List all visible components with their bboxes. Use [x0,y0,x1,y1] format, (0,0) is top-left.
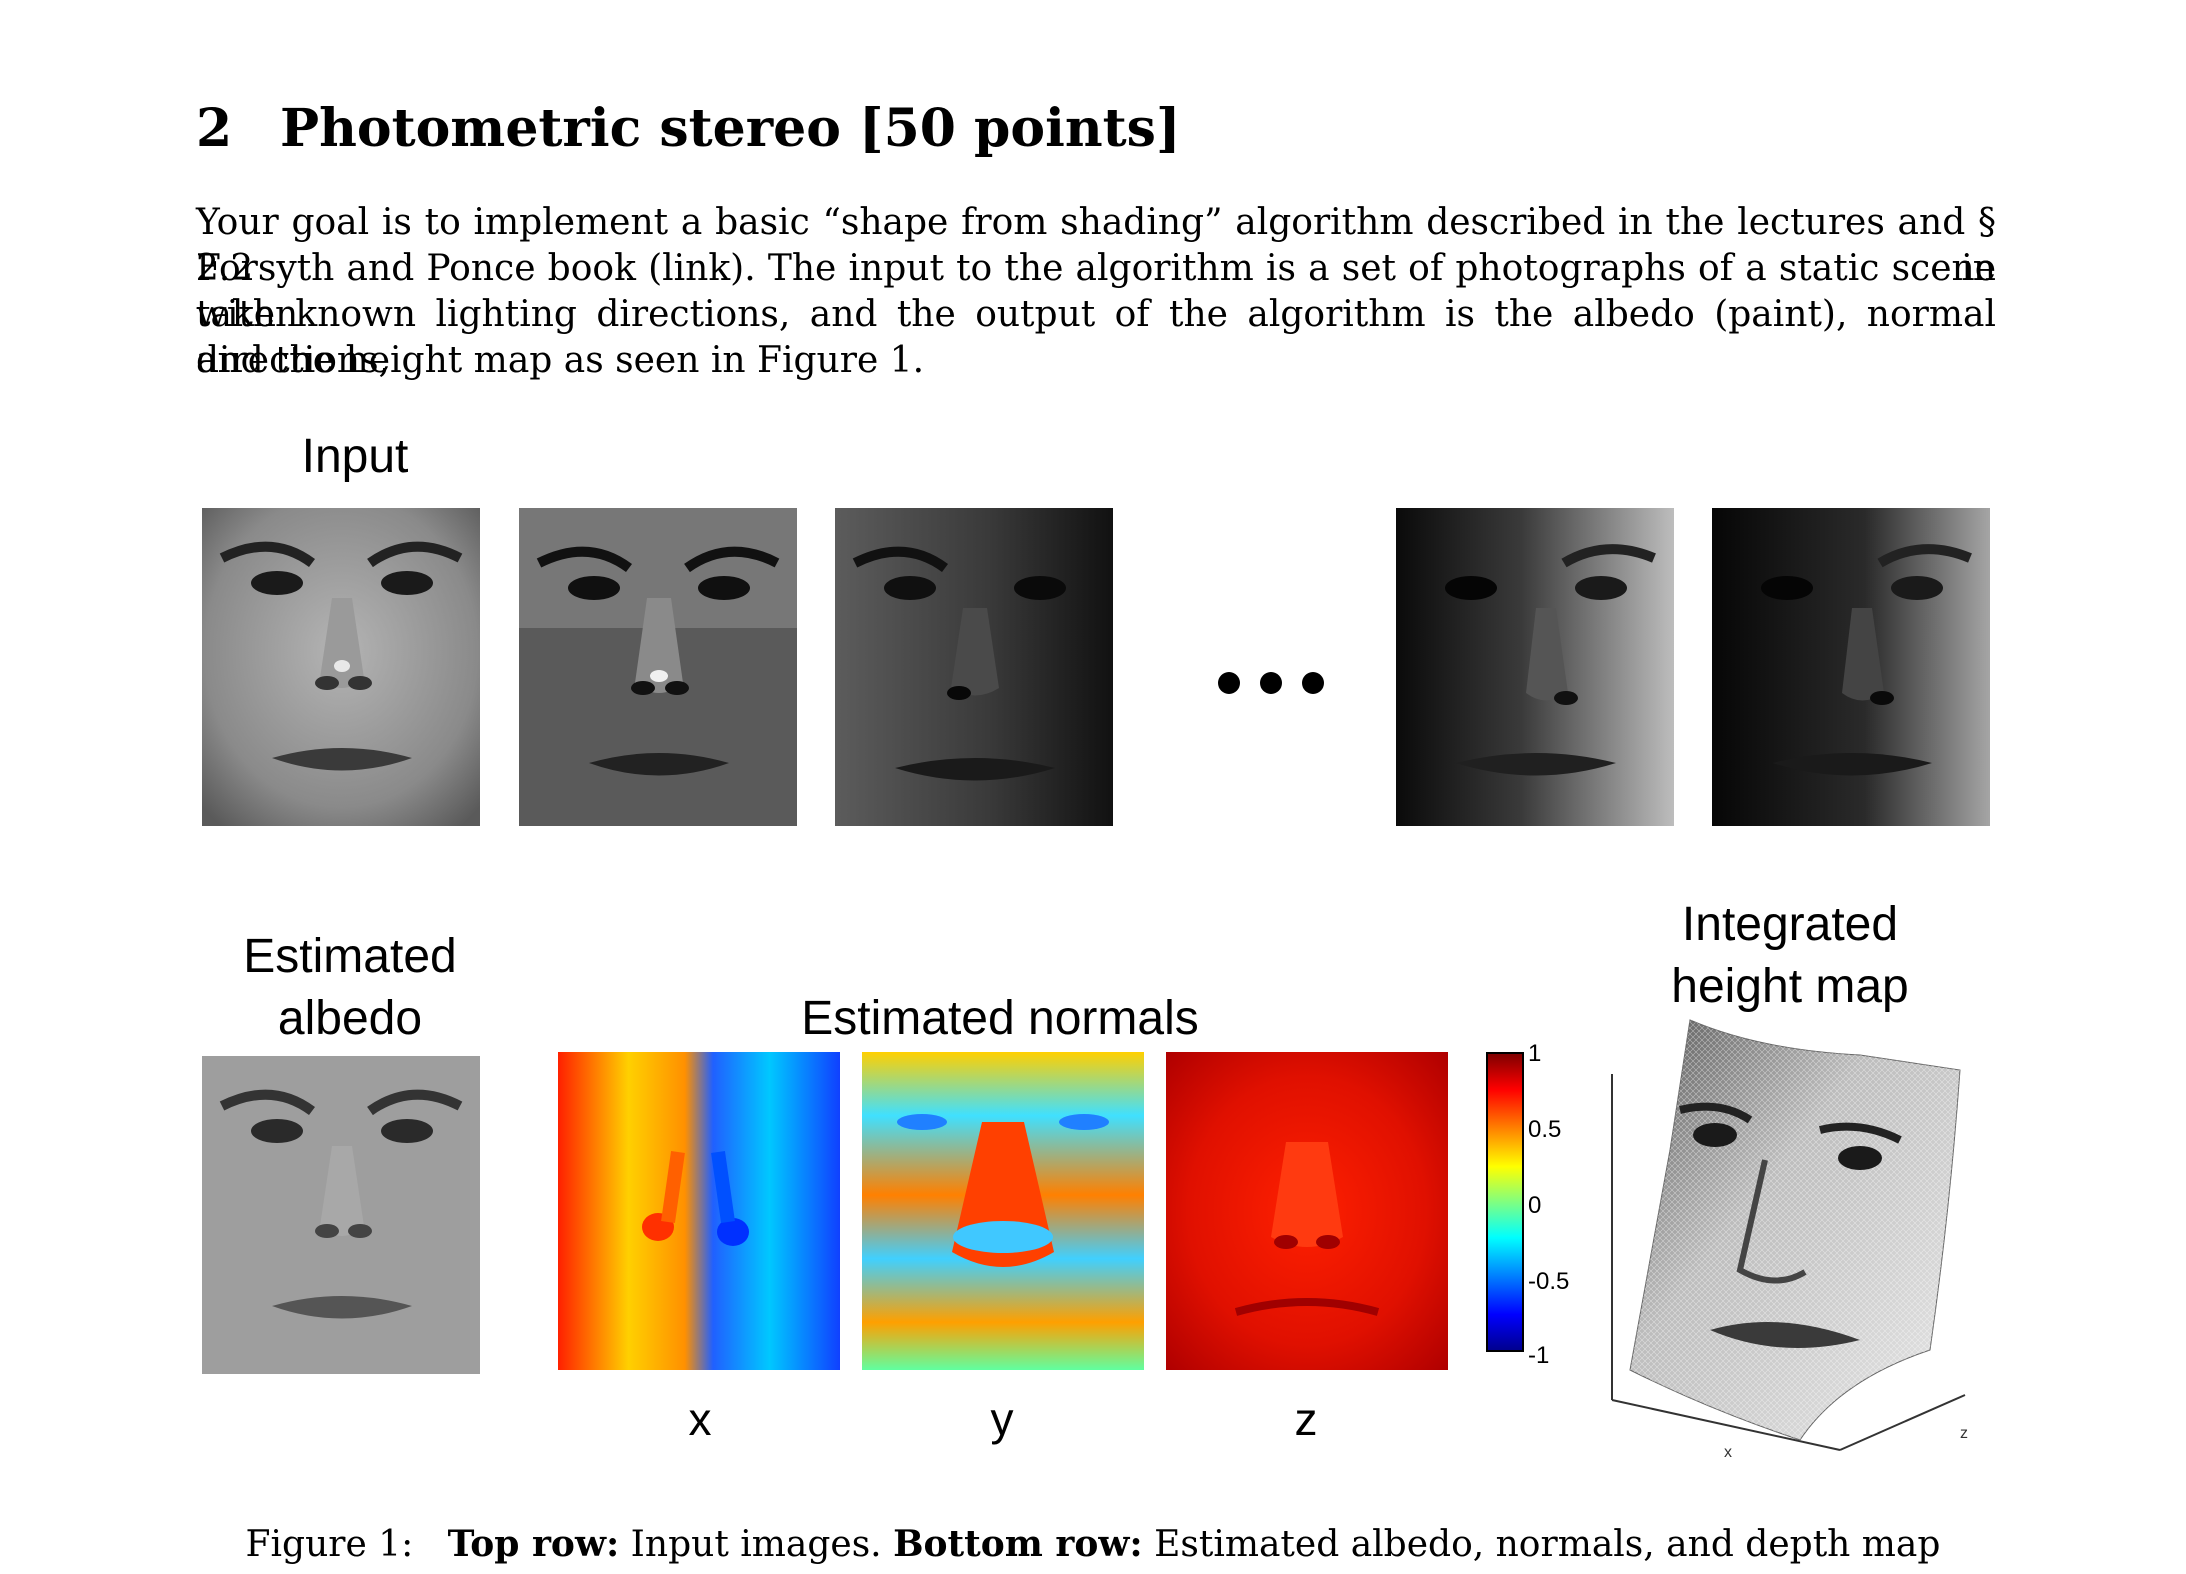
caption-bottom-label: Bottom row: [893,1523,1143,1565]
input-face-top-lit [519,508,797,826]
intro-line-3: with known lighting directions, and the … [196,294,1996,381]
colorbar [1486,1052,1524,1352]
input-face-right-lit-strong [1712,508,1990,826]
more-images-ellipsis [1218,668,1328,698]
colorbar-tick-neg-0-5: -0.5 [1528,1268,1570,1295]
normal-y-label: y [990,1393,1014,1445]
colorbar-tick-0-5: 0.5 [1528,1116,1562,1143]
intro-paragraph: Your goal is to implement a basic “shape… [196,200,1996,384]
normal-map-y [862,1052,1144,1370]
caption-top-text: Input images. [619,1524,894,1565]
intro-line-1: Your goal is to implement a basic “shape… [196,202,1996,289]
estimated-albedo-image [202,1056,480,1374]
input-face-right-lit [1396,508,1674,826]
section-heading: 2 Photometric stereo [50 points] [196,98,1181,159]
normals-label: Estimated normals [801,992,1199,1045]
caption-bottom-text: Estimated albedo, normals, and depth map [1142,1524,1941,1565]
figure-caption: Figure 1: Top row: Input images. Bottom … [0,1522,2186,1567]
albedo-label-line-1: Estimated [243,930,457,983]
normal-map-x [558,1052,840,1370]
height-label-line-1: Integrated [1681,898,1899,951]
caption-top-label: Top row: [447,1523,620,1565]
colorbar-tick-0: 0 [1528,1192,1542,1219]
caption-prefix: Figure 1: [245,1524,414,1565]
intro-line-2-pre: Forsyth and Ponce book ( [196,248,663,289]
normal-x-label: x [688,1393,712,1445]
intro-line-2: Forsyth and Ponce book (link). The input… [196,246,1996,335]
normal-z-label: z [1294,1393,1318,1445]
albedo-label: Estimated albedo [200,926,500,1050]
input-label: Input [301,430,409,483]
height-axis-x-label: x [1724,1444,1732,1460]
albedo-label-line-2: albedo [277,992,423,1045]
normal-map-z [1166,1052,1448,1370]
height-map-surface: y x z [1611,1019,1968,1460]
colorbar-tick-neg-1: -1 [1528,1342,1550,1369]
section-number: 2 [196,98,233,159]
book-link[interactable]: link [662,248,731,289]
colorbar-tick-1: 1 [1528,1040,1542,1067]
input-face-frontal [202,508,480,826]
intro-line-2-post: ). The input to the algorithm is a set o… [196,248,1996,335]
height-map-label: Integrated height map [1620,894,1960,1018]
intro-line-4: and the height map as seen in Figure 1. [196,340,925,381]
height-axis-z-label: z [1960,1425,1968,1442]
input-face-left-lit [835,508,1113,826]
height-label-line-2: height map [1671,960,1909,1013]
section-title: Photometric stereo [50 points] [280,98,1181,159]
